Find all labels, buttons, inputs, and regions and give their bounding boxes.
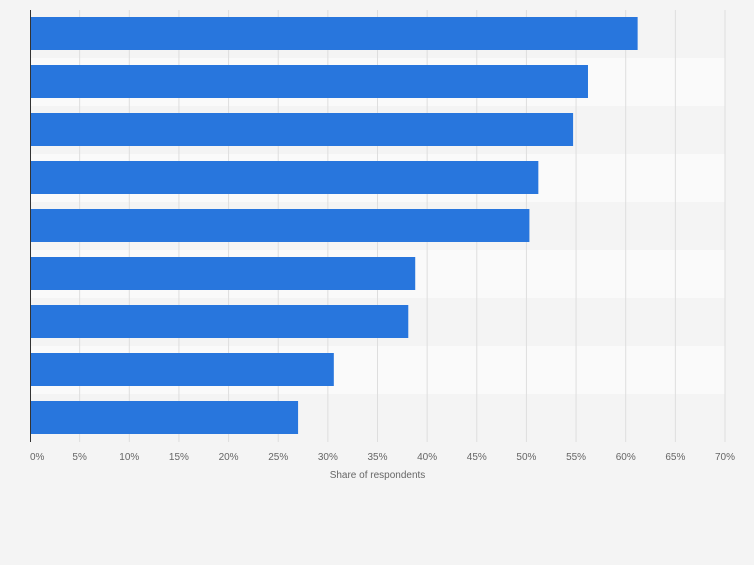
x-tick-label: 45% <box>467 452 487 463</box>
bar <box>30 161 539 194</box>
bar <box>30 113 574 146</box>
x-tick-label: 70% <box>715 452 735 463</box>
bar <box>30 401 299 434</box>
x-tick-label: 5% <box>72 452 87 463</box>
x-tick-label: 50% <box>516 452 536 463</box>
bar <box>30 209 530 242</box>
bars <box>30 17 638 434</box>
x-tick-label: 60% <box>616 452 636 463</box>
bar <box>30 305 409 338</box>
x-tick-label: 15% <box>169 452 189 463</box>
x-tick-label: 35% <box>367 452 387 463</box>
x-axis-ticks: 0% 5% 10% 15% 20% 25% 30% 35% 40% 45% 50% 55% 60% 65%… <box>30 452 735 463</box>
bar <box>30 257 416 290</box>
x-tick-label: 25% <box>268 452 288 463</box>
x-tick-label: 20% <box>219 452 239 463</box>
bar <box>30 65 588 98</box>
bar <box>30 17 638 50</box>
bar <box>30 353 334 386</box>
x-tick-label: 30% <box>318 452 338 463</box>
x-axis-label: Share of respondents <box>330 470 426 481</box>
x-tick-label: 0% <box>30 452 45 463</box>
x-tick-label: 65% <box>665 452 685 463</box>
x-tick-label: 40% <box>417 452 437 463</box>
x-tick-label: 10% <box>119 452 139 463</box>
x-tick-label: 55% <box>566 452 586 463</box>
